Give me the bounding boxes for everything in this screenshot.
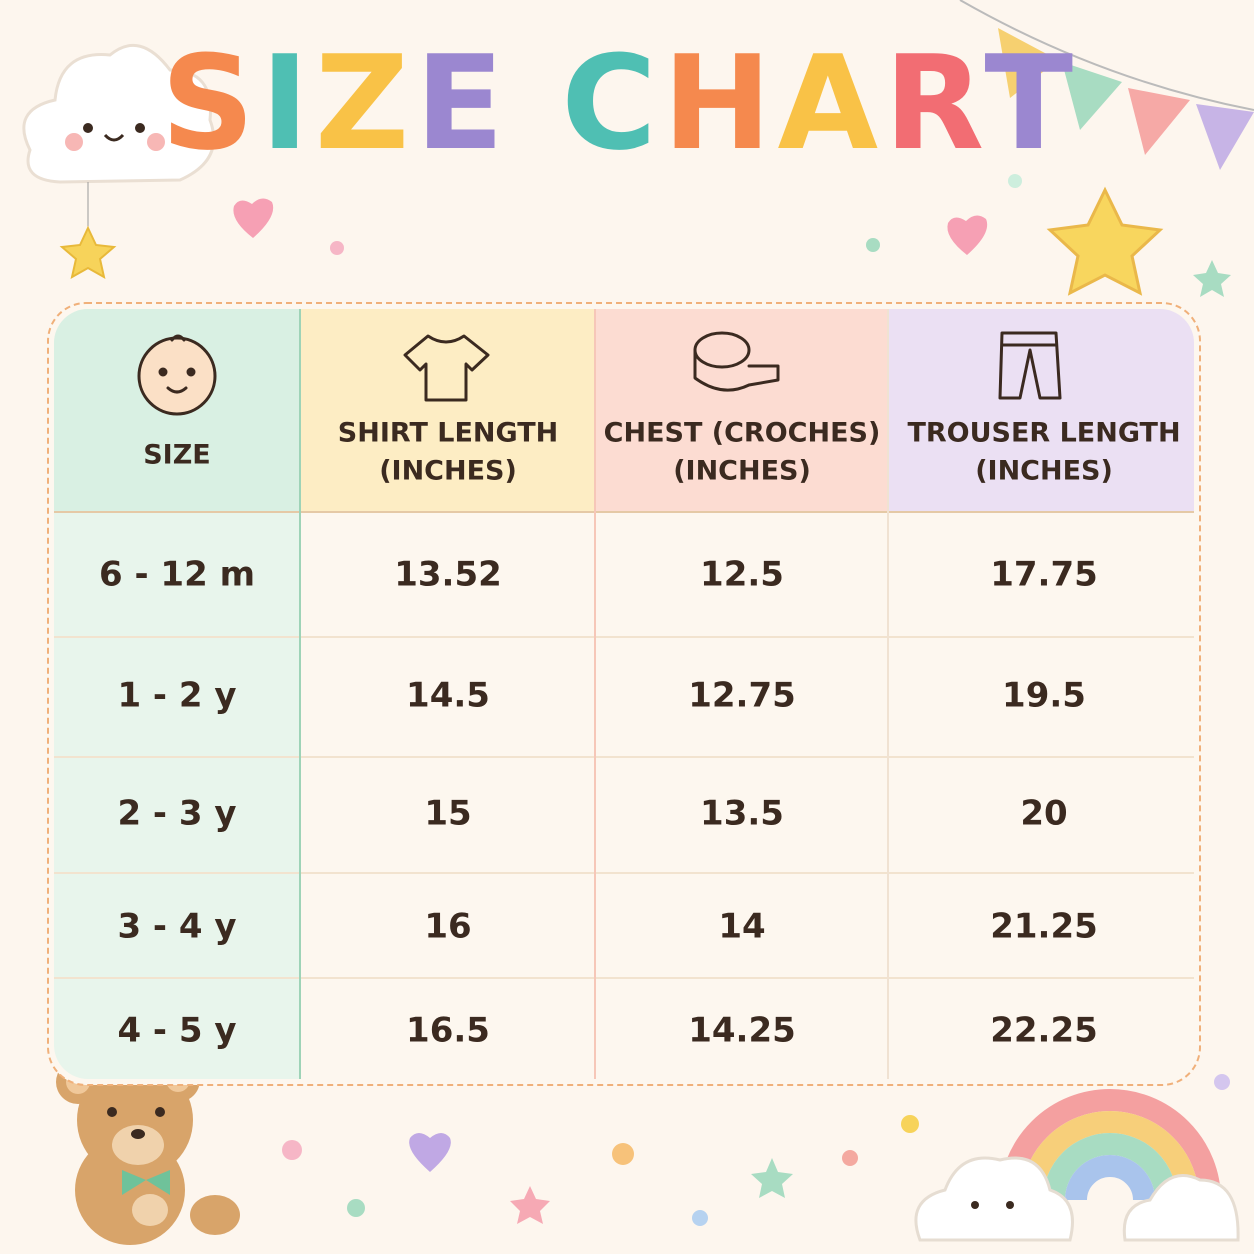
measurement: 15 [424, 794, 471, 834]
measurement: 14.25 [688, 1011, 796, 1051]
measurement: 12.75 [688, 676, 796, 716]
column-header: (INCHES) [975, 456, 1113, 487]
measurement: 22.25 [990, 1011, 1098, 1051]
size-label: 1 - 2 y [117, 676, 236, 716]
measurement: 13.5 [700, 794, 784, 834]
column-header: SIZE [143, 440, 211, 471]
size-label: 3 - 4 y [117, 907, 236, 947]
size-label: 4 - 5 y [117, 1011, 236, 1051]
measurement: 20 [1020, 794, 1067, 834]
measurement: 21.25 [990, 907, 1098, 947]
size-label: 2 - 3 y [117, 794, 236, 834]
measurement: 12.5 [700, 555, 784, 595]
decorations [22, 0, 1254, 1245]
title: SIZE CHART [161, 27, 1079, 179]
measurement: 16 [424, 907, 471, 947]
column-header: (INCHES) [673, 456, 811, 487]
column-header: (INCHES) [379, 456, 517, 487]
measurement: 13.52 [394, 555, 502, 595]
measurement: 14.5 [406, 676, 490, 716]
column-header: CHEST (CROCHES) [604, 418, 881, 449]
measurement: 17.75 [990, 555, 1098, 595]
table [47, 302, 1201, 1086]
column-header: TROUSER LENGTH [907, 418, 1180, 449]
measurement: 19.5 [1002, 676, 1086, 716]
size-label: 6 - 12 m [99, 555, 255, 595]
measurement: 14 [718, 907, 765, 947]
measurement: 16.5 [406, 1011, 490, 1051]
column-header: SHIRT LENGTH [338, 418, 558, 449]
